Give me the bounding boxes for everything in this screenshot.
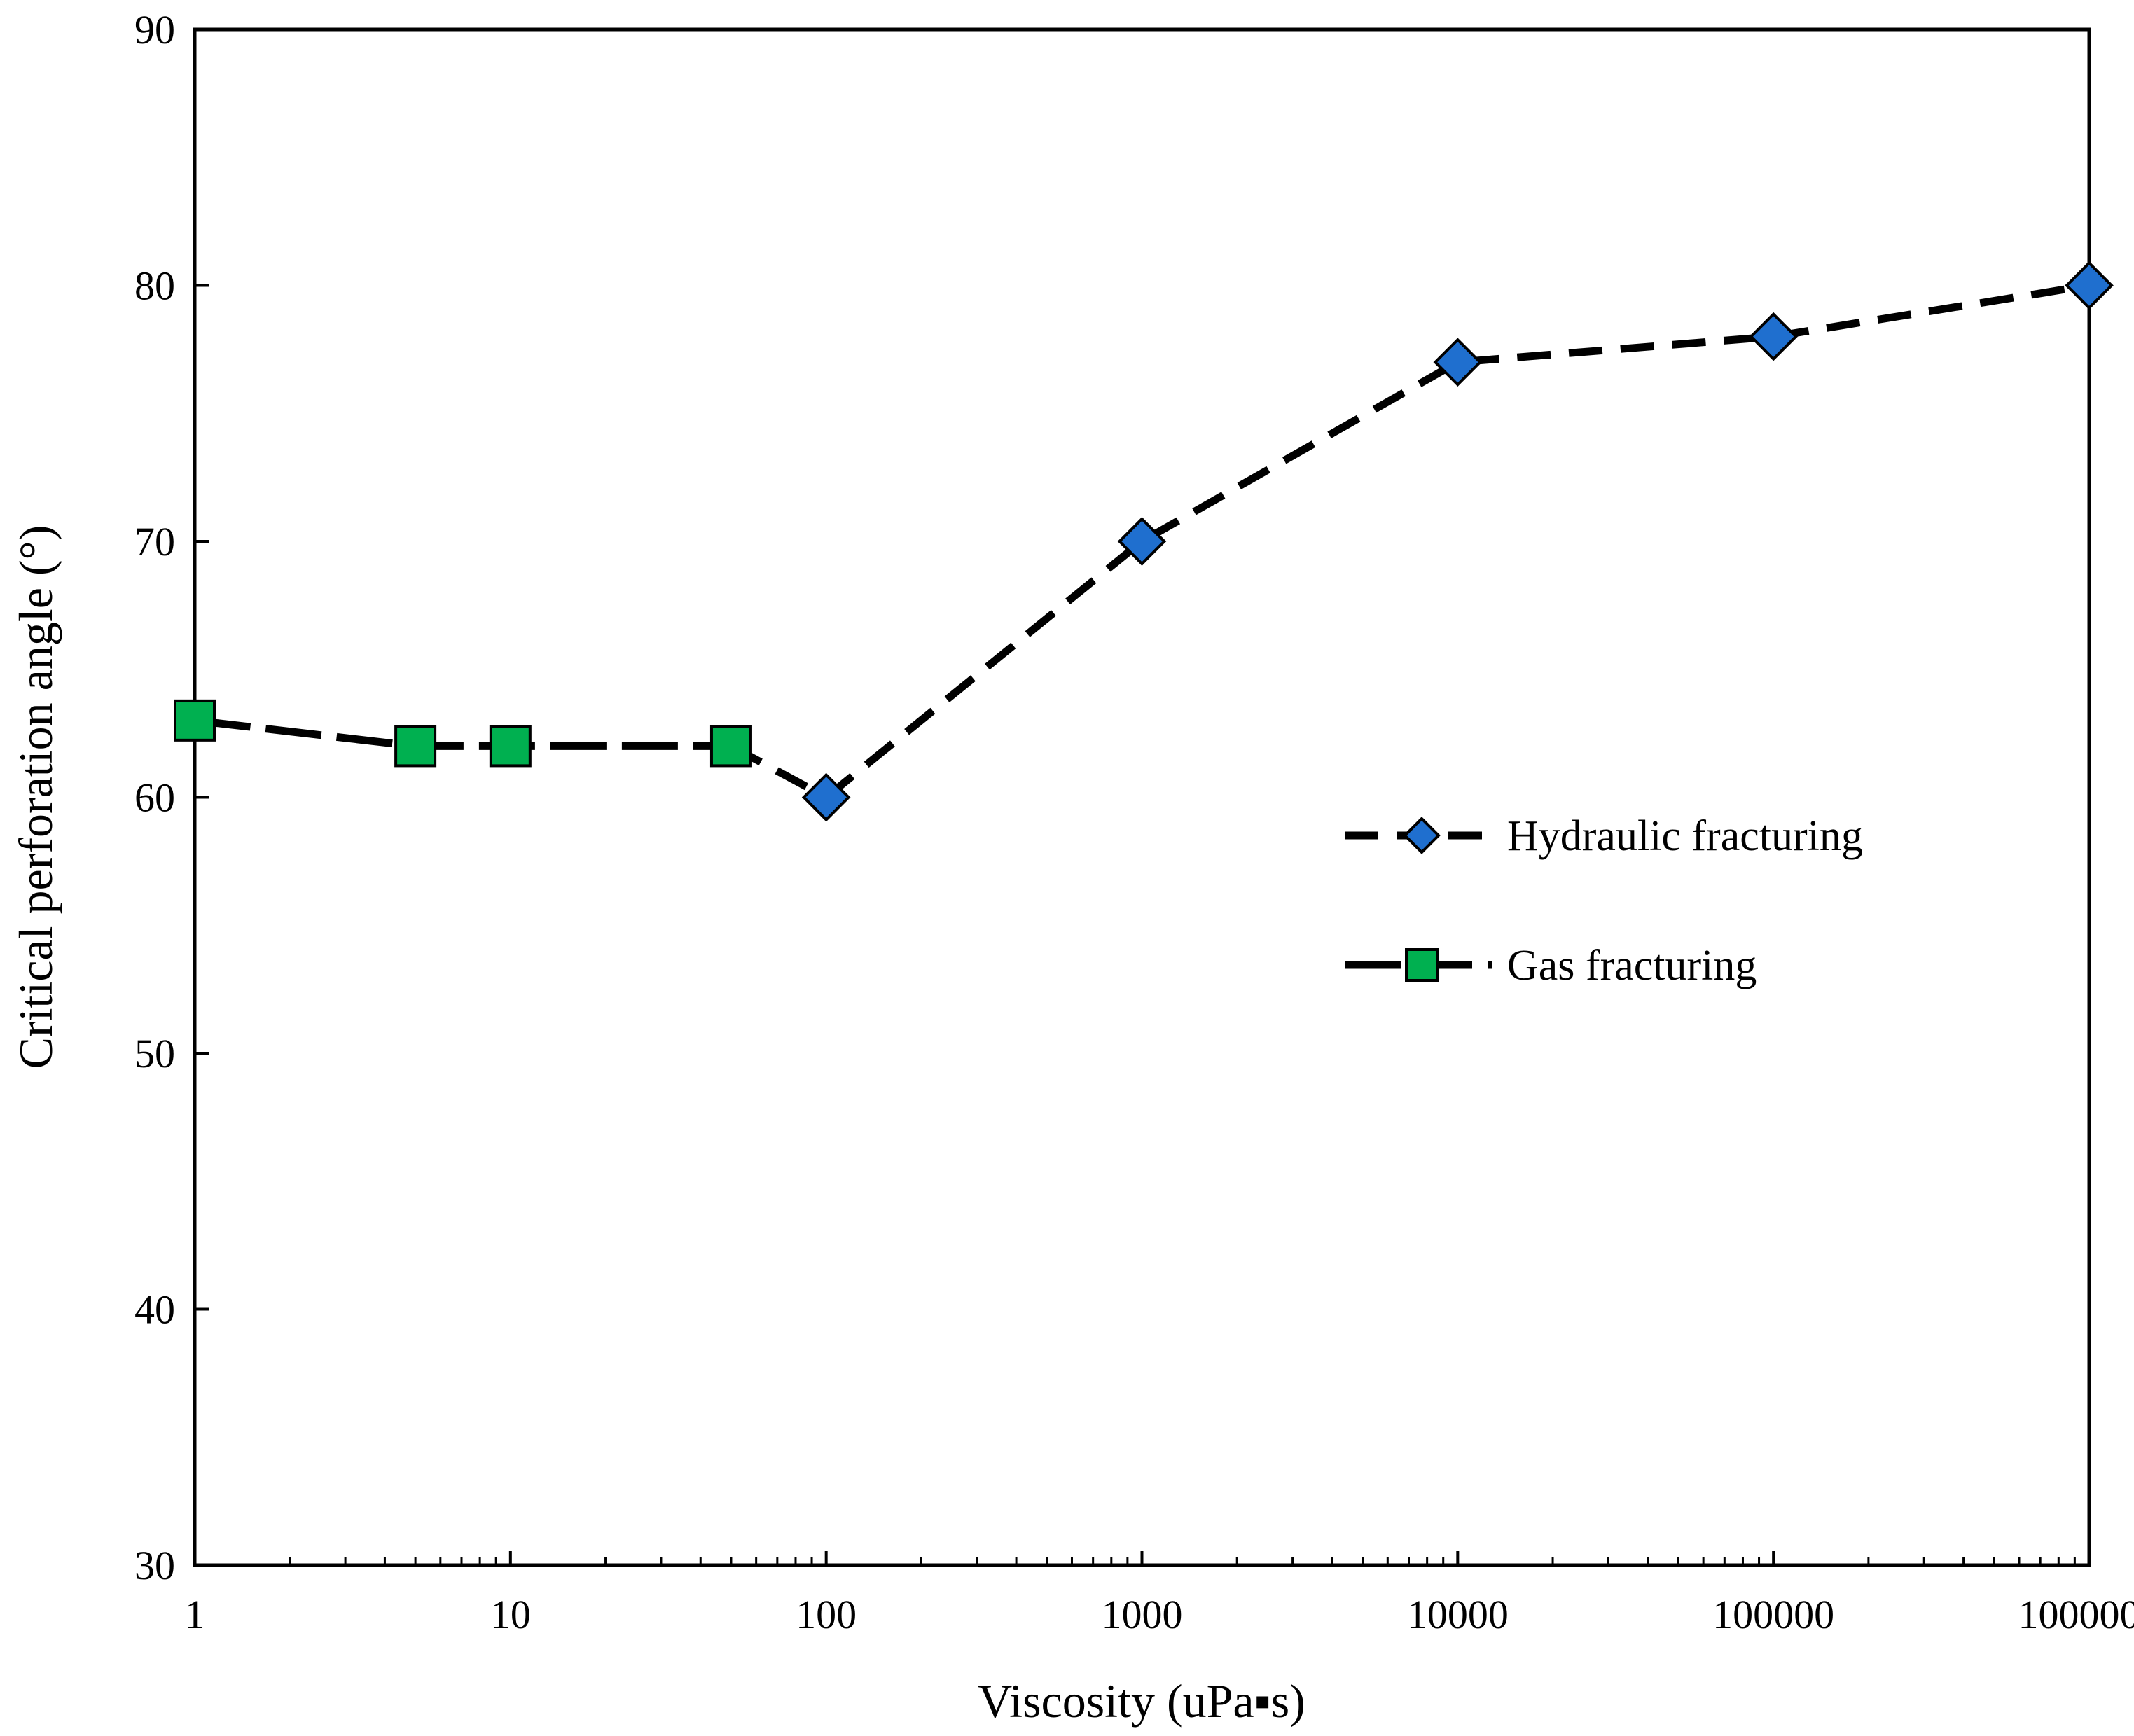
gas-fracturing-point (394, 725, 437, 768)
legend-marker-hydraulic (1403, 817, 1441, 854)
x-axis-title: Viscosity (uPa▪s) (978, 1674, 1305, 1728)
x-tick-label: 100000 (1712, 1592, 1834, 1637)
legend-item-hydraulic: Hydraulic fracturing (1345, 812, 1863, 860)
y-tick-label: 50 (134, 1031, 175, 1076)
x-tick-label: 1000000 (2018, 1592, 2134, 1637)
x-tick-label: 1000 (1102, 1592, 1183, 1637)
x-tick-label: 100 (796, 1592, 857, 1637)
x-tick-label: 10000 (1407, 1592, 1509, 1637)
hydraulic-fracturing-point (1433, 338, 1483, 387)
plot-area (193, 27, 2091, 1567)
x-axis-ticks: 1 10 100 1000 10000 100000 1000000 (185, 1551, 2134, 1637)
hydraulic-fracturing-point (1117, 517, 1167, 566)
hydraulic-fracturing-point (1749, 312, 1798, 361)
y-axis-title: Critical perforation angle (°) (9, 525, 62, 1069)
series-markers (174, 261, 2114, 822)
legend-label-hydraulic: Hydraulic fracturing (1507, 812, 1863, 860)
legend-label-gas: Gas fracturing (1507, 942, 1757, 989)
gas-fracturing-line (194, 716, 731, 750)
legend-item-gas: Gas fracturing (1345, 942, 1757, 989)
gas-fracturing-point (709, 725, 752, 768)
gas-fracturing-point (489, 725, 532, 768)
hydraulic-fracturing-point (2065, 261, 2114, 310)
y-tick-label: 30 (134, 1543, 175, 1588)
y-tick-label: 80 (134, 263, 175, 309)
y-tick-label: 40 (134, 1287, 175, 1333)
hydraulic-fracturing-line (824, 282, 2090, 800)
y-tick-label: 60 (134, 775, 175, 821)
legend-marker-gas (1405, 948, 1439, 982)
hydraulic-fracturing-point (801, 772, 851, 822)
y-axis-ticks: 30 40 50 60 70 80 90 (134, 7, 209, 1588)
x-tick-label: 10 (490, 1592, 531, 1637)
y-tick-label: 70 (134, 519, 175, 564)
y-tick-label: 90 (134, 7, 175, 53)
x-tick-label: 1 (185, 1592, 205, 1637)
legend: Hydraulic fracturing Gas fracturing (1345, 812, 1863, 989)
gas-fracturing-point (174, 699, 216, 742)
